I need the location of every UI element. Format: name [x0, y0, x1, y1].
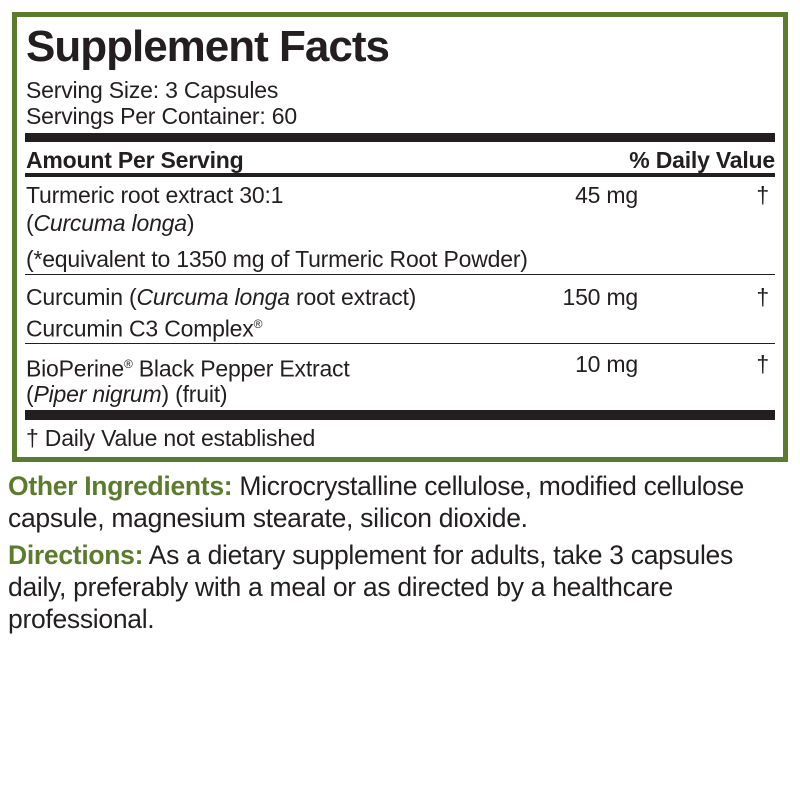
nutrient-dv: †: [756, 351, 769, 377]
thick-divider: [25, 133, 775, 142]
other-ingredients-label: Other Ingredients:: [8, 471, 233, 501]
nutrient-dv: †: [756, 182, 769, 208]
other-ingredients: Other Ingredients: Microcrystalline cell…: [8, 471, 744, 533]
supplement-facts-panel: Supplement Facts Serving Size: 3 Capsule…: [12, 12, 788, 462]
row-divider: [25, 274, 775, 275]
nutrient-name: Curcumin (Curcuma longa root extract): [26, 284, 417, 310]
nutrient-name: BioPerine® Black Pepper Extract: [26, 355, 350, 382]
panel-title: Supplement Facts: [26, 22, 390, 71]
thick-divider: [25, 410, 775, 420]
nutrient-latin-name: (Curcuma longa): [26, 210, 195, 236]
row-divider: [25, 343, 775, 344]
nutrient-amount: 150 mg: [562, 284, 638, 310]
directions-label: Directions:: [8, 540, 144, 570]
nutrient-latin-name: (Piper nigrum) (fruit): [26, 381, 228, 407]
nutrient-note: (*equivalent to 1350 mg of Turmeric Root…: [26, 246, 528, 272]
footnote: † Daily Value not established: [26, 425, 316, 451]
nutrient-amount: 45 mg: [575, 182, 638, 208]
nutrient-dv: †: [756, 284, 769, 310]
nutrient-sub: Curcumin C3 Complex®: [26, 315, 263, 342]
serving-size: Serving Size: 3 Capsules: [26, 77, 279, 103]
servings-per-container: Servings Per Container: 60: [26, 103, 297, 129]
nutrient-name: Turmeric root extract 30:1: [26, 182, 284, 208]
nutrient-amount: 10 mg: [575, 351, 638, 377]
medium-divider: [25, 173, 775, 177]
amount-per-serving-header: Amount Per Serving: [26, 147, 244, 173]
directions: Directions: As a dietary supplement for …: [8, 540, 733, 634]
daily-value-header: % Daily Value: [629, 147, 775, 173]
